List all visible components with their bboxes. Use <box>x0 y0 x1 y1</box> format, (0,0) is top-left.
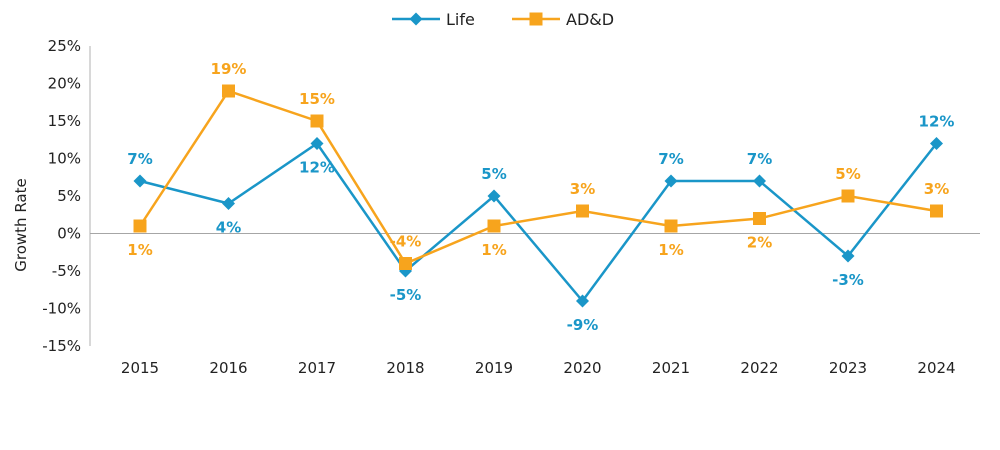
x-tick-label: 2017 <box>298 359 336 377</box>
data-point-marker <box>576 204 589 218</box>
y-tick-label: 0% <box>57 225 81 243</box>
x-tick-label: 2015 <box>121 359 159 377</box>
data-label: 7% <box>658 150 683 168</box>
data-point-marker <box>133 219 147 233</box>
y-tick-label: -10% <box>42 300 81 318</box>
data-label: 4% <box>216 219 241 237</box>
legend-item: AD&D <box>512 10 614 29</box>
data-label: 1% <box>658 241 683 259</box>
data-point-marker <box>930 204 943 218</box>
data-point-marker <box>664 174 678 188</box>
data-point-marker <box>753 174 766 188</box>
series-ad-d <box>133 84 943 270</box>
y-tick-label: 5% <box>57 187 81 205</box>
series-line <box>139 141 938 304</box>
data-point-marker <box>487 219 501 233</box>
legend-item: Life <box>392 10 475 29</box>
data-point-marker <box>222 197 235 210</box>
y-tick-label: 10% <box>48 150 81 168</box>
data-point-marker <box>930 137 943 150</box>
y-axis: 25% 20% 15% 10% 5% 0% -5% -10% -15% <box>42 37 980 355</box>
data-label: 19% <box>211 60 247 78</box>
series-life <box>133 137 943 308</box>
data-point-marker <box>133 174 147 188</box>
data-label: 7% <box>127 150 152 168</box>
data-label: 3% <box>570 180 595 198</box>
data-point-marker <box>753 212 766 225</box>
data-label: 12% <box>919 113 955 131</box>
data-point-marker <box>841 249 855 263</box>
legend-label: Life <box>446 10 475 29</box>
legend-label: AD&D <box>566 10 614 29</box>
y-axis-label: Growth Rate <box>12 178 30 271</box>
data-label: 1% <box>481 241 506 259</box>
y-tick-label: -15% <box>42 337 81 355</box>
x-tick-label: 2021 <box>652 359 690 377</box>
data-label: 15% <box>299 90 335 108</box>
data-labels: 7% 4% 12% -5% 5% -9% 7% 7% -3% 12% 1% 19% 15% -4% 1% 3%… <box>127 60 954 334</box>
x-tick-label: 2019 <box>475 359 513 377</box>
data-label: -5% <box>390 286 422 304</box>
y-tick-label: 20% <box>48 75 81 93</box>
y-tick-label: 15% <box>48 112 81 130</box>
square-marker-icon <box>529 12 543 26</box>
x-tick-label: 2023 <box>829 359 867 377</box>
data-label: 2% <box>747 234 772 252</box>
x-tick-label: 2020 <box>563 359 601 377</box>
data-point-marker <box>310 114 324 128</box>
data-point-marker <box>841 189 855 203</box>
data-point-marker <box>664 219 678 233</box>
data-label: 5% <box>835 165 860 183</box>
data-point-marker <box>399 257 412 270</box>
data-point-marker <box>576 294 589 308</box>
data-label: 12% <box>299 159 335 177</box>
data-label: 1% <box>127 241 152 259</box>
series-line <box>138 89 937 266</box>
data-point-marker <box>310 137 324 150</box>
x-tick-label: 2016 <box>209 359 247 377</box>
x-tick-label: 2024 <box>917 359 955 377</box>
x-tick-label: 2018 <box>386 359 424 377</box>
data-point-marker <box>487 189 501 203</box>
data-label: 7% <box>747 150 772 168</box>
y-tick-label: 25% <box>48 37 81 55</box>
y-tick-label: -5% <box>52 262 81 280</box>
legend: Life AD&D <box>392 10 614 29</box>
diamond-marker-icon <box>409 12 423 26</box>
data-label: -9% <box>567 316 599 334</box>
data-label: 3% <box>924 180 949 198</box>
x-tick-label: 2022 <box>740 359 778 377</box>
data-point-marker <box>222 84 235 98</box>
x-axis: 2015 2016 2017 2018 2019 2020 2021 2022 2023 2024 <box>121 359 956 377</box>
data-label: -3% <box>832 271 864 289</box>
series-group <box>133 84 943 308</box>
data-label: -4% <box>390 233 422 251</box>
data-label: 5% <box>481 165 506 183</box>
